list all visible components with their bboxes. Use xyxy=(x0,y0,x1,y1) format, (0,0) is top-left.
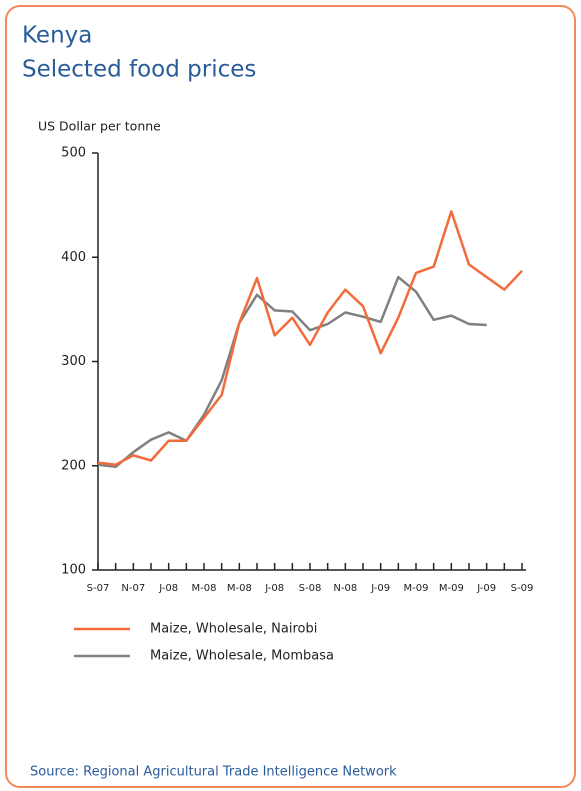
series-line xyxy=(97,275,487,469)
legend-label: Maize, Wholesale, Nairobi xyxy=(150,622,317,637)
y-tick-label: 200 xyxy=(61,458,86,473)
y-tick-label: 400 xyxy=(61,250,86,265)
y-tick-label: 500 xyxy=(61,146,86,161)
x-tick-label: N-07 xyxy=(121,583,145,594)
x-tick-label: J-09 xyxy=(476,583,496,594)
y-tick-label: 100 xyxy=(61,563,86,578)
x-tick-label: N-08 xyxy=(333,583,357,594)
frame xyxy=(5,5,576,788)
x-tick-label: J-08 xyxy=(158,583,178,594)
chart-title: Kenya xyxy=(22,23,92,49)
x-tick-label: M-08 xyxy=(192,583,217,594)
x-tick-label: S-08 xyxy=(299,583,322,594)
x-tick-label: M-09 xyxy=(439,583,464,594)
y-axis-label: US Dollar per tonne xyxy=(38,119,161,134)
x-tick-label: S-07 xyxy=(87,583,110,594)
x-tick-label: M-09 xyxy=(404,583,429,594)
series-line xyxy=(97,210,523,466)
x-tick-label: J-09 xyxy=(370,583,390,594)
legend-label: Maize, Wholesale, Mombasa xyxy=(150,649,334,664)
y-tick-label: 300 xyxy=(61,354,86,369)
x-tick-label: M-08 xyxy=(227,583,252,594)
x-tick-label: J-08 xyxy=(264,583,284,594)
x-tick-label: S-09 xyxy=(511,583,534,594)
source: Source: Regional Agricultural Trade Inte… xyxy=(30,765,397,780)
chart-subtitle: Selected food prices xyxy=(22,57,256,83)
